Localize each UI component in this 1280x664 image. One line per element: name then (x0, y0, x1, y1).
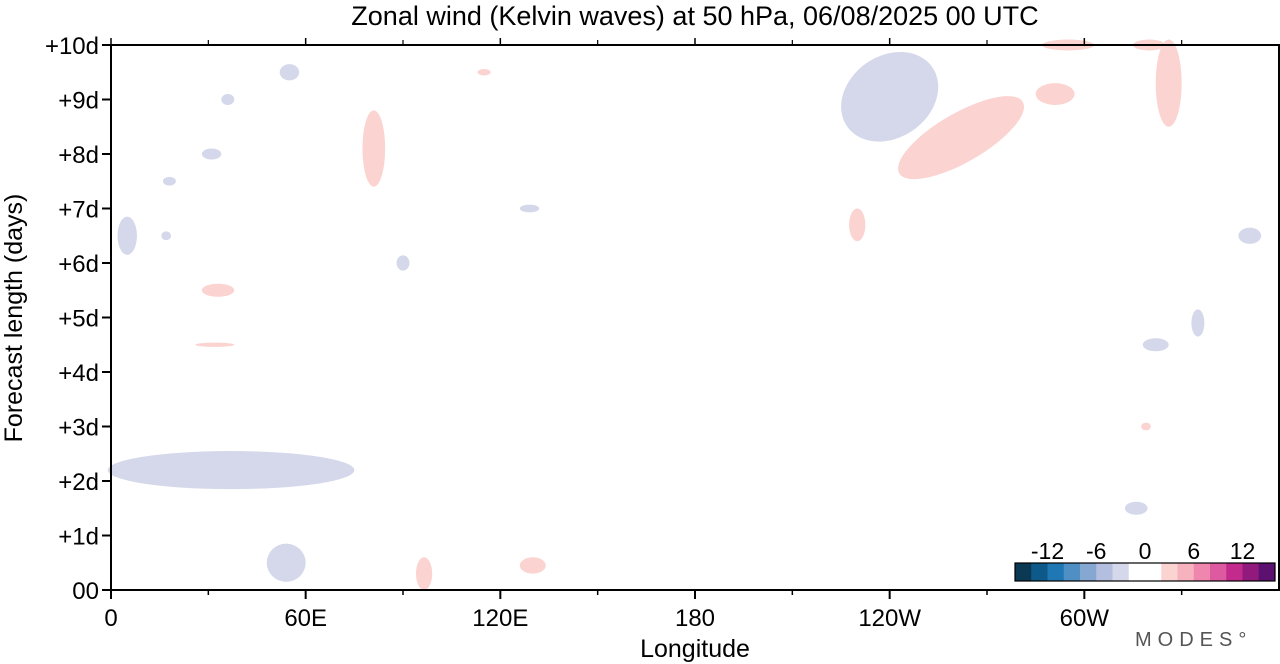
colorbar-swatch (1258, 563, 1276, 581)
colorbar-swatch (1096, 563, 1113, 581)
colorbar-tick-label: 12 (1230, 538, 1256, 564)
y-tick-label: +10d (45, 33, 99, 60)
x-tick-label: 0 (104, 605, 117, 632)
colorbar-swatch (1242, 563, 1260, 581)
colorbar-swatch (1177, 563, 1195, 581)
plot-frame (110, 44, 1280, 591)
colorbar-swatch (1063, 563, 1081, 581)
easterly-anomaly-region-2 (266, 543, 306, 582)
easterly-anomaly-region-14 (1124, 501, 1148, 515)
y-tick-label: +7d (58, 197, 99, 224)
contour-regions (107, 39, 1262, 591)
colorbar-tick-label: -12 (1031, 538, 1064, 564)
easterly-anomaly-region-9 (519, 204, 540, 213)
x-tick-label: 120E (472, 605, 528, 632)
y-tick-label: +3d (58, 415, 99, 442)
easterly-anomaly-region-1 (107, 451, 355, 490)
westerly-anomaly-region-15 (362, 110, 386, 187)
easterly-anomaly-region-0 (117, 216, 137, 255)
easterly-anomaly-region-4 (221, 94, 235, 105)
colorbar-tick-label: -6 (1086, 538, 1106, 564)
y-tick-label: +8d (58, 142, 99, 169)
easterly-anomaly-region-6 (162, 176, 176, 186)
easterly-anomaly-region-10 (841, 51, 939, 142)
westerly-anomaly-region-19 (519, 557, 546, 574)
colorbar: -12 -6 0 6 12 (1014, 538, 1276, 582)
colorbar-swatch (1015, 563, 1032, 581)
colorbar-swatch (1193, 563, 1211, 581)
y-tick-label: +6d (58, 251, 99, 278)
easterly-anomaly-region-7 (161, 231, 172, 241)
colorbar-swatch (1161, 563, 1178, 581)
y-tick-label: +5d (58, 306, 99, 333)
colorbar-frame (1014, 562, 1276, 582)
westerly-anomaly-region-22 (898, 96, 1025, 180)
y-tick-label: +2d (58, 469, 99, 496)
colorbar-swatch (1145, 563, 1162, 581)
easterly-anomaly-region-12 (1142, 338, 1169, 352)
easterly-anomaly-region-11 (1238, 227, 1262, 244)
y-tick-label: +4d (58, 360, 99, 387)
easterly-anomaly-region-3 (279, 64, 300, 81)
westerly-anomaly-region-23 (1035, 83, 1075, 105)
westerly-anomaly-region-20 (477, 68, 491, 76)
x-tick-label: 60W (1060, 605, 1110, 632)
westerly-anomaly-region-27 (1141, 422, 1151, 431)
colorbar-swatch (1128, 563, 1146, 581)
westerly-anomaly-region-18 (415, 557, 433, 591)
y-axis: 00 +1d +2d +3d +4d +5d +6d +7d +8d +9d +10d (45, 33, 111, 605)
x-tick-label: 120W (858, 605, 921, 632)
westerly-anomaly-region-16 (201, 283, 235, 297)
colorbar-swatch (1031, 563, 1048, 581)
x-axis: 0 60E 120E 180 120W 60W (104, 38, 1183, 632)
colorbar-tick-label: 0 (1139, 538, 1152, 564)
westerly-anomaly-region-21 (849, 208, 866, 242)
colorbar-tick-label: 6 (1187, 538, 1200, 564)
colorbar-swatch (1047, 563, 1065, 581)
colorbar-swatch (1210, 563, 1227, 581)
easterly-anomaly-region-8 (396, 255, 410, 271)
easterly-anomaly-region-5 (201, 148, 222, 160)
colorbar-swatch (1226, 563, 1243, 581)
y-tick-label: 00 (72, 578, 99, 605)
x-tick-label: 180 (675, 605, 715, 632)
y-axis-label: Forecast length (days) (0, 194, 28, 443)
westerly-anomaly-region-17 (195, 342, 235, 347)
westerly-anomaly-region-24 (1155, 39, 1182, 127)
easterly-anomaly-region-13 (1191, 309, 1205, 337)
x-axis-label: Longitude (640, 635, 750, 663)
x-tick-label: 60E (284, 605, 327, 632)
chart-title: Zonal wind (Kelvin waves) at 50 hPa, 06/… (351, 1, 1038, 31)
y-tick-label: +1d (58, 524, 99, 551)
colorbar-swatch (1112, 563, 1130, 581)
colorbar-swatch (1080, 563, 1097, 581)
modes-logo: MODES° (1135, 629, 1252, 651)
y-tick-label: +9d (58, 88, 99, 115)
